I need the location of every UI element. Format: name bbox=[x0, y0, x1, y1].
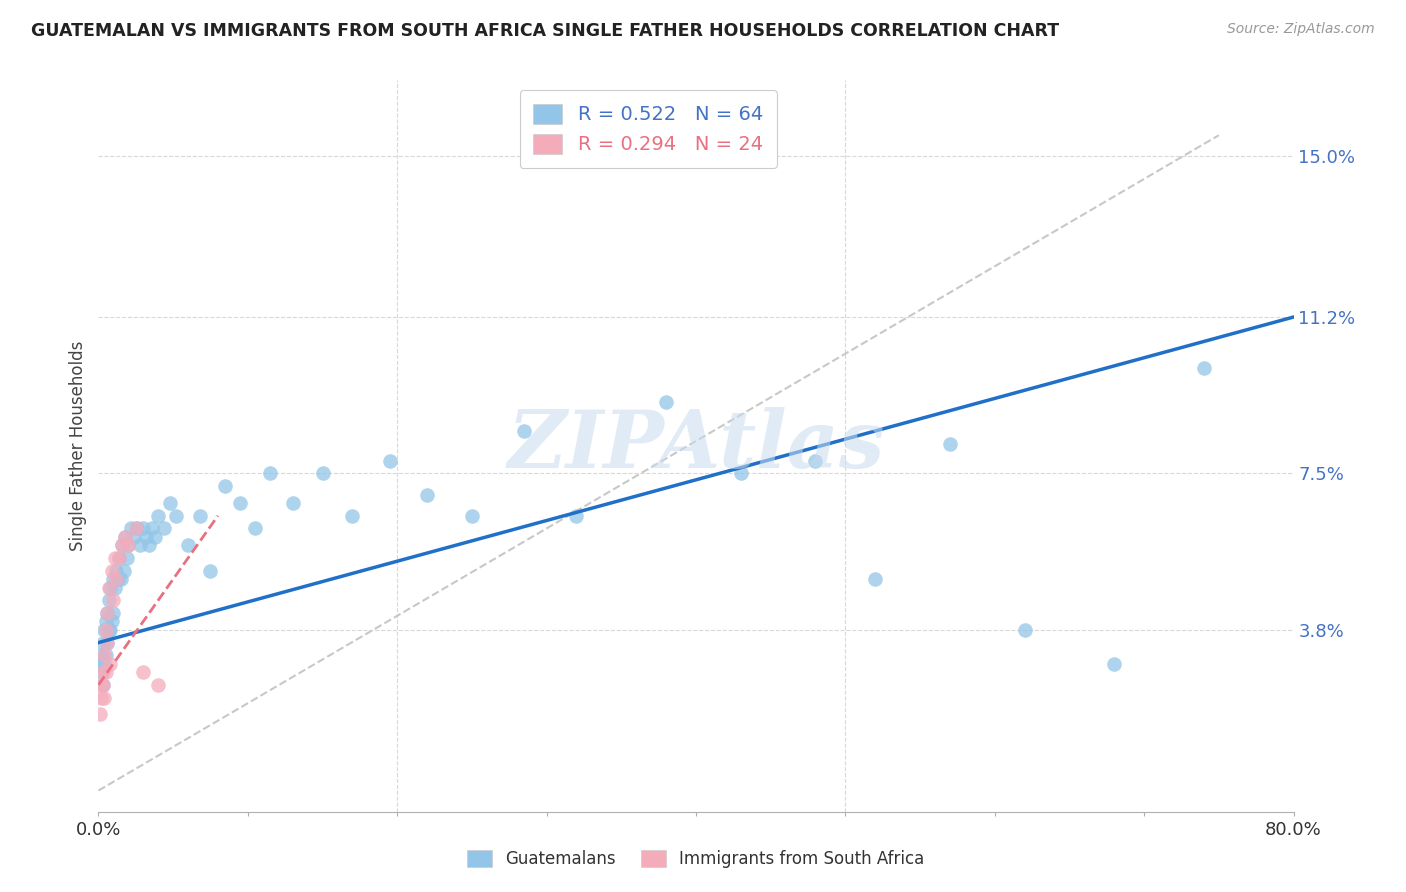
Point bbox=[104, 551, 127, 566]
Point bbox=[98, 657, 122, 671]
Point bbox=[1014, 623, 1036, 637]
Point bbox=[90, 648, 112, 663]
Text: ZIPAtlas: ZIPAtlas bbox=[508, 408, 884, 484]
Point bbox=[96, 606, 118, 620]
Point bbox=[200, 564, 222, 578]
Point bbox=[1104, 657, 1126, 671]
Point bbox=[96, 635, 118, 649]
Point bbox=[91, 678, 114, 692]
Point bbox=[513, 424, 536, 438]
Point bbox=[1192, 360, 1215, 375]
Point bbox=[110, 572, 132, 586]
Point bbox=[91, 678, 114, 692]
Point bbox=[565, 508, 588, 523]
Point bbox=[655, 394, 678, 409]
Point bbox=[96, 606, 118, 620]
Point bbox=[103, 572, 125, 586]
Point bbox=[125, 521, 148, 535]
Point bbox=[108, 551, 131, 566]
Point bbox=[90, 678, 112, 692]
Point bbox=[93, 657, 115, 671]
Point bbox=[730, 467, 752, 481]
Point bbox=[153, 521, 176, 535]
Point bbox=[114, 530, 136, 544]
Point bbox=[105, 572, 128, 586]
Point bbox=[111, 538, 134, 552]
Point bbox=[127, 521, 149, 535]
Text: Source: ZipAtlas.com: Source: ZipAtlas.com bbox=[1227, 22, 1375, 37]
Point bbox=[311, 467, 333, 481]
Point bbox=[804, 454, 827, 468]
Point bbox=[101, 615, 124, 629]
Point bbox=[378, 454, 401, 468]
Point bbox=[165, 508, 187, 523]
Point bbox=[229, 496, 252, 510]
Point bbox=[148, 678, 170, 692]
Point bbox=[93, 648, 115, 663]
Point bbox=[101, 564, 124, 578]
Point bbox=[461, 508, 484, 523]
Point bbox=[342, 508, 364, 523]
Point bbox=[97, 623, 120, 637]
Point bbox=[259, 467, 281, 481]
Point bbox=[94, 648, 117, 663]
Point bbox=[111, 538, 134, 552]
Point bbox=[91, 635, 114, 649]
Point bbox=[188, 508, 211, 523]
Point bbox=[132, 521, 155, 535]
Point bbox=[114, 530, 136, 544]
Point bbox=[135, 530, 157, 544]
Point bbox=[214, 479, 236, 493]
Point bbox=[90, 665, 112, 680]
Point bbox=[90, 690, 112, 705]
Point bbox=[159, 496, 181, 510]
Point bbox=[416, 488, 439, 502]
Text: GUATEMALAN VS IMMIGRANTS FROM SOUTH AFRICA SINGLE FATHER HOUSEHOLDS CORRELATION : GUATEMALAN VS IMMIGRANTS FROM SOUTH AFRI… bbox=[31, 22, 1059, 40]
Point bbox=[103, 606, 125, 620]
Point bbox=[97, 581, 120, 595]
Point bbox=[143, 530, 166, 544]
Point bbox=[93, 623, 115, 637]
Point bbox=[117, 538, 139, 552]
Point bbox=[281, 496, 304, 510]
Point bbox=[124, 530, 146, 544]
Point bbox=[141, 521, 163, 535]
Point bbox=[89, 657, 111, 671]
Point bbox=[93, 690, 115, 705]
Point bbox=[177, 538, 200, 552]
Point bbox=[96, 635, 118, 649]
Point bbox=[120, 521, 142, 535]
Point bbox=[107, 572, 129, 586]
Point bbox=[132, 665, 155, 680]
Point bbox=[148, 508, 170, 523]
Point bbox=[94, 623, 117, 637]
Point bbox=[104, 581, 127, 595]
Legend: Guatemalans, Immigrants from South Africa: Guatemalans, Immigrants from South Afric… bbox=[458, 842, 934, 877]
Point bbox=[939, 437, 962, 451]
Point bbox=[245, 521, 267, 535]
Point bbox=[98, 581, 122, 595]
Point bbox=[89, 707, 111, 722]
Point bbox=[115, 551, 138, 566]
Point bbox=[117, 538, 139, 552]
Point bbox=[138, 538, 160, 552]
Point bbox=[108, 551, 131, 566]
Point bbox=[97, 593, 120, 607]
Point bbox=[94, 665, 117, 680]
Point bbox=[865, 572, 887, 586]
Point bbox=[112, 564, 135, 578]
Point bbox=[103, 593, 125, 607]
Point bbox=[105, 564, 128, 578]
Y-axis label: Single Father Households: Single Father Households bbox=[69, 341, 87, 551]
Point bbox=[91, 665, 114, 680]
Point bbox=[98, 623, 122, 637]
Point bbox=[129, 538, 152, 552]
Point bbox=[94, 615, 117, 629]
